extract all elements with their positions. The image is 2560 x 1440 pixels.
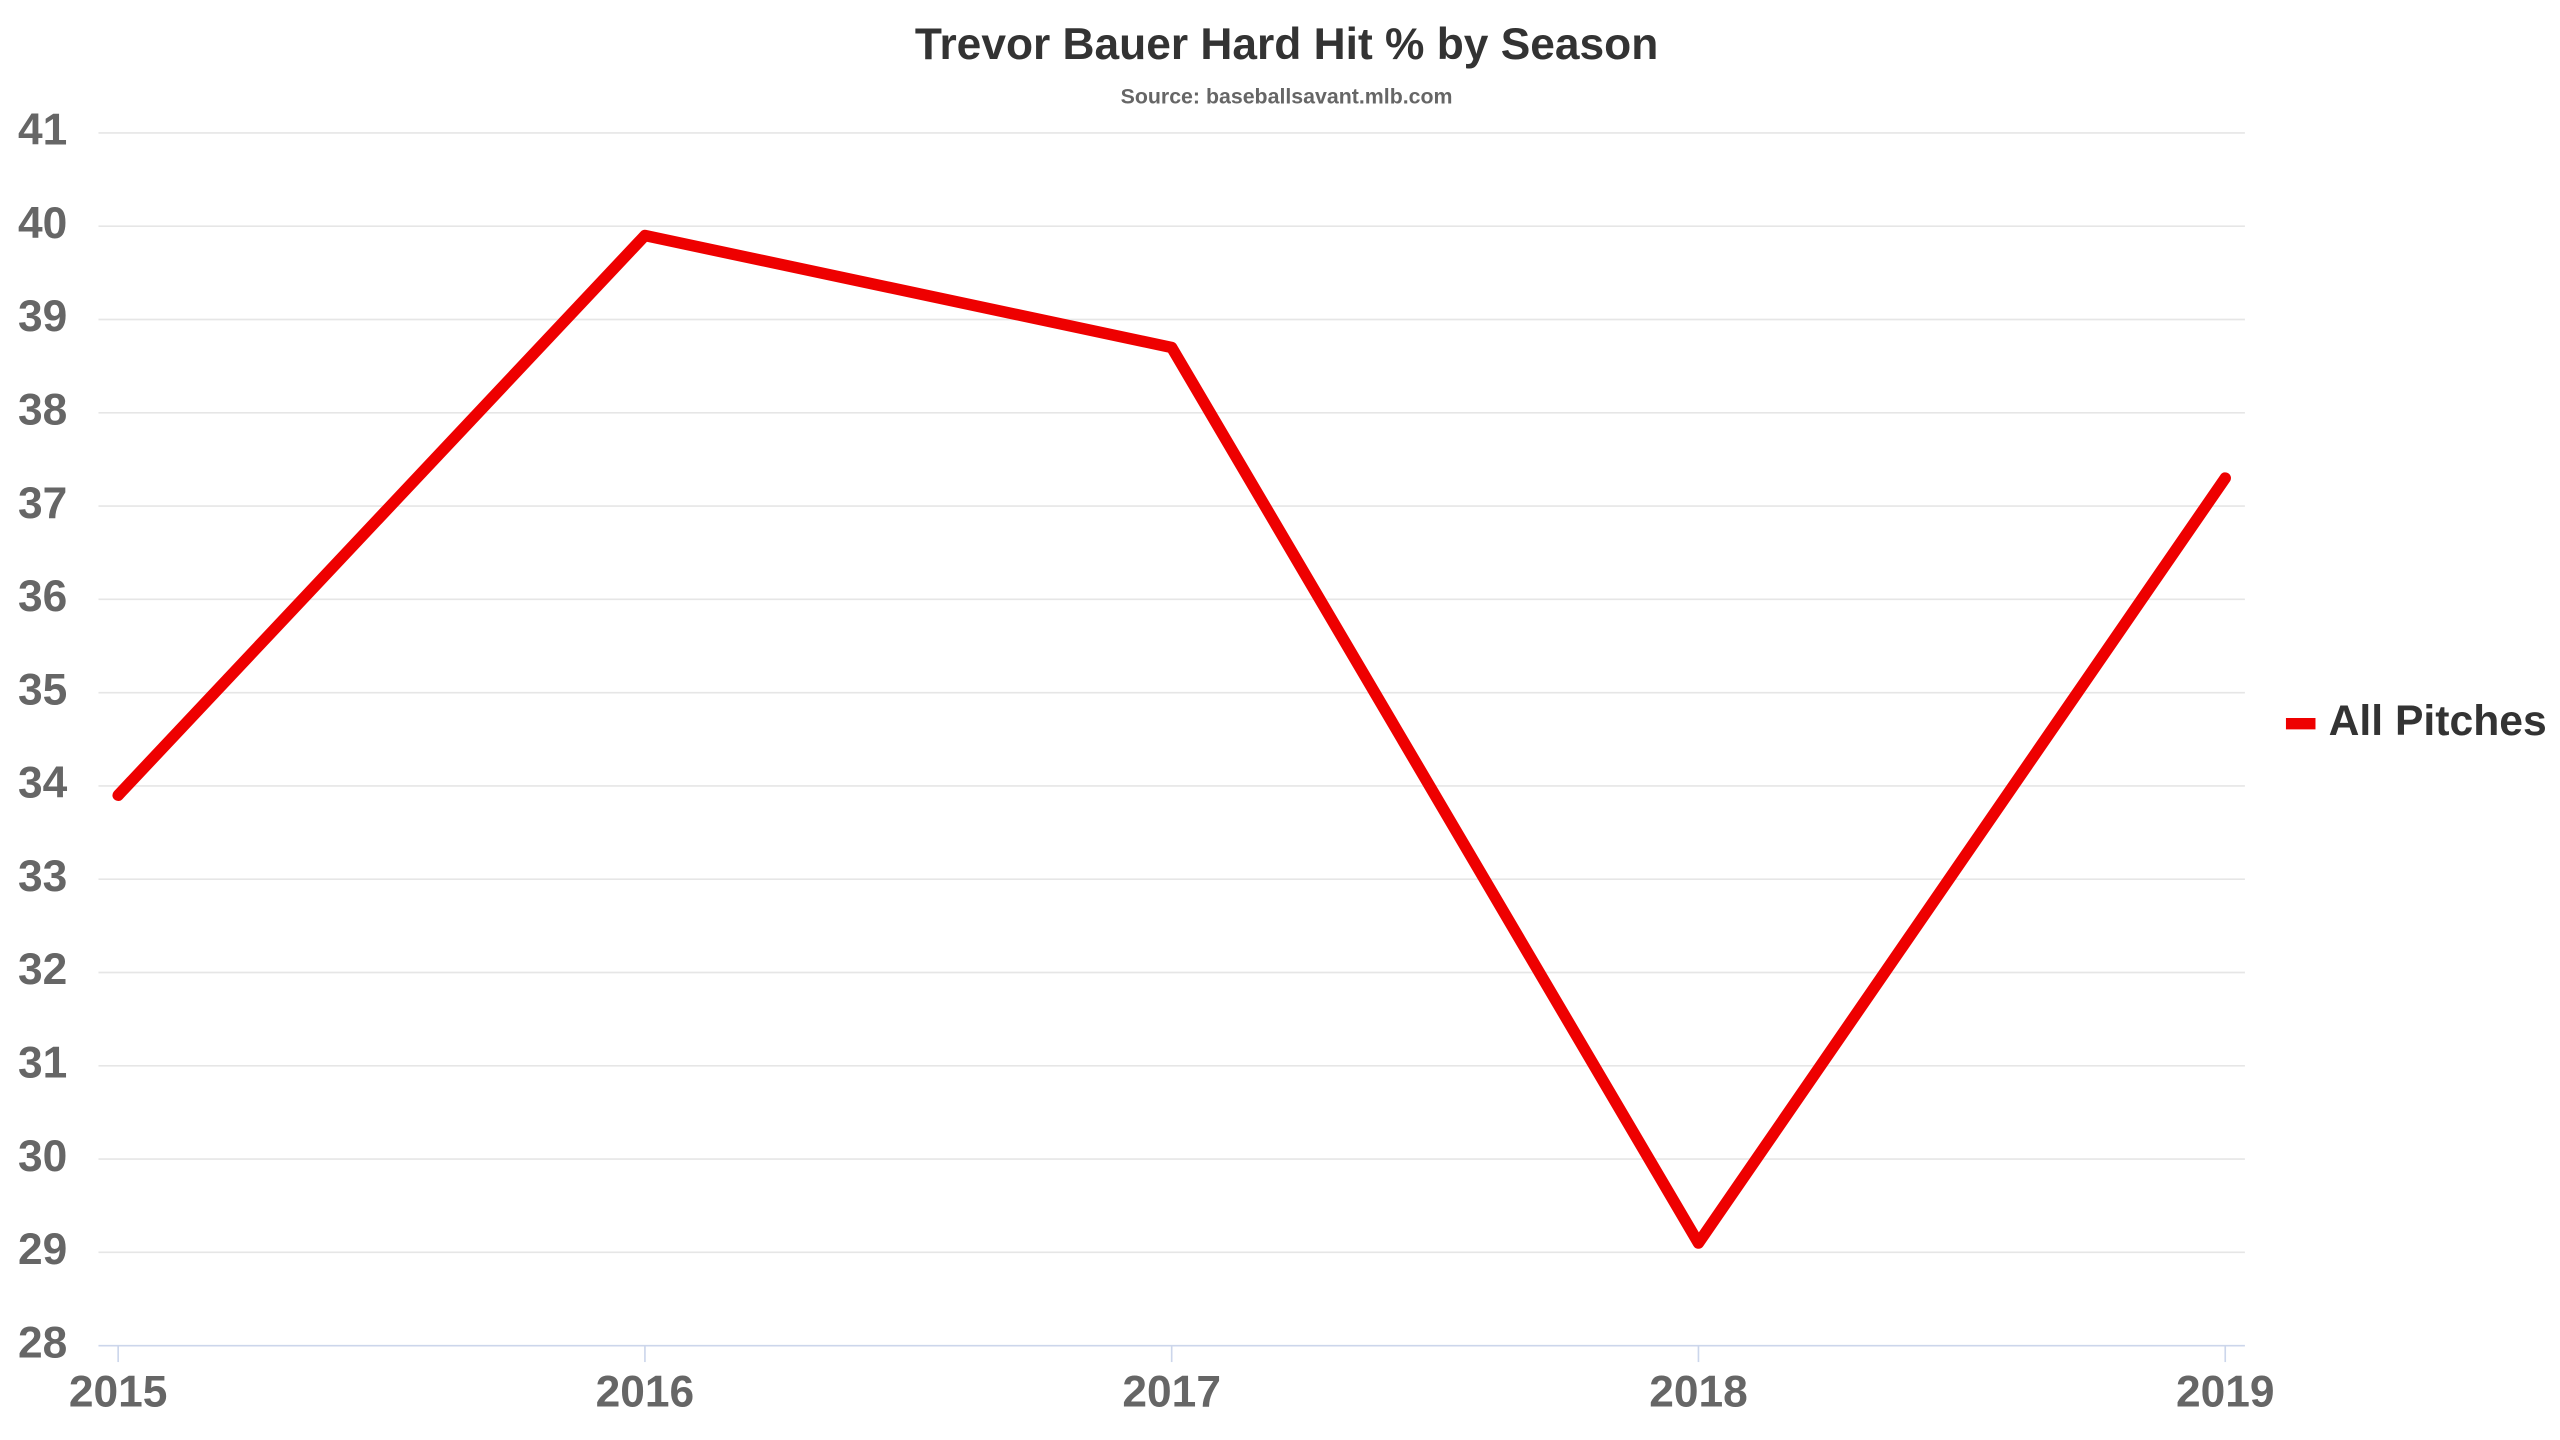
chart-subtitle: Source: baseballsavant.mlb.com <box>1121 84 1453 108</box>
y-tick-label: 37 <box>18 479 67 528</box>
x-tick-label: 2019 <box>2176 1368 2275 1417</box>
y-tick-label: 40 <box>18 199 67 248</box>
y-tick-label: 34 <box>18 759 68 808</box>
y-tick-label: 41 <box>18 106 67 155</box>
y-tick-label: 30 <box>18 1132 67 1181</box>
y-tick-label: 38 <box>18 385 67 434</box>
x-tick-label: 2016 <box>596 1368 695 1417</box>
x-tick-label: 2015 <box>69 1368 168 1417</box>
x-tick-label: 2017 <box>1122 1368 1221 1417</box>
y-tick-label: 32 <box>18 945 67 994</box>
chart-title: Trevor Bauer Hard Hit % by Season <box>915 20 1658 69</box>
x-tick-label: 2018 <box>1649 1368 1748 1417</box>
y-tick-label: 31 <box>18 1038 67 1087</box>
y-tick-label: 29 <box>18 1225 67 1274</box>
y-tick-label: 39 <box>18 292 67 341</box>
y-tick-label: 28 <box>18 1318 67 1367</box>
y-tick-label: 35 <box>18 665 67 714</box>
y-tick-label: 33 <box>18 852 67 901</box>
line-series <box>112 229 2231 1249</box>
y-tick-label: 36 <box>18 572 67 621</box>
legend-label: All Pitches <box>2329 697 2547 745</box>
